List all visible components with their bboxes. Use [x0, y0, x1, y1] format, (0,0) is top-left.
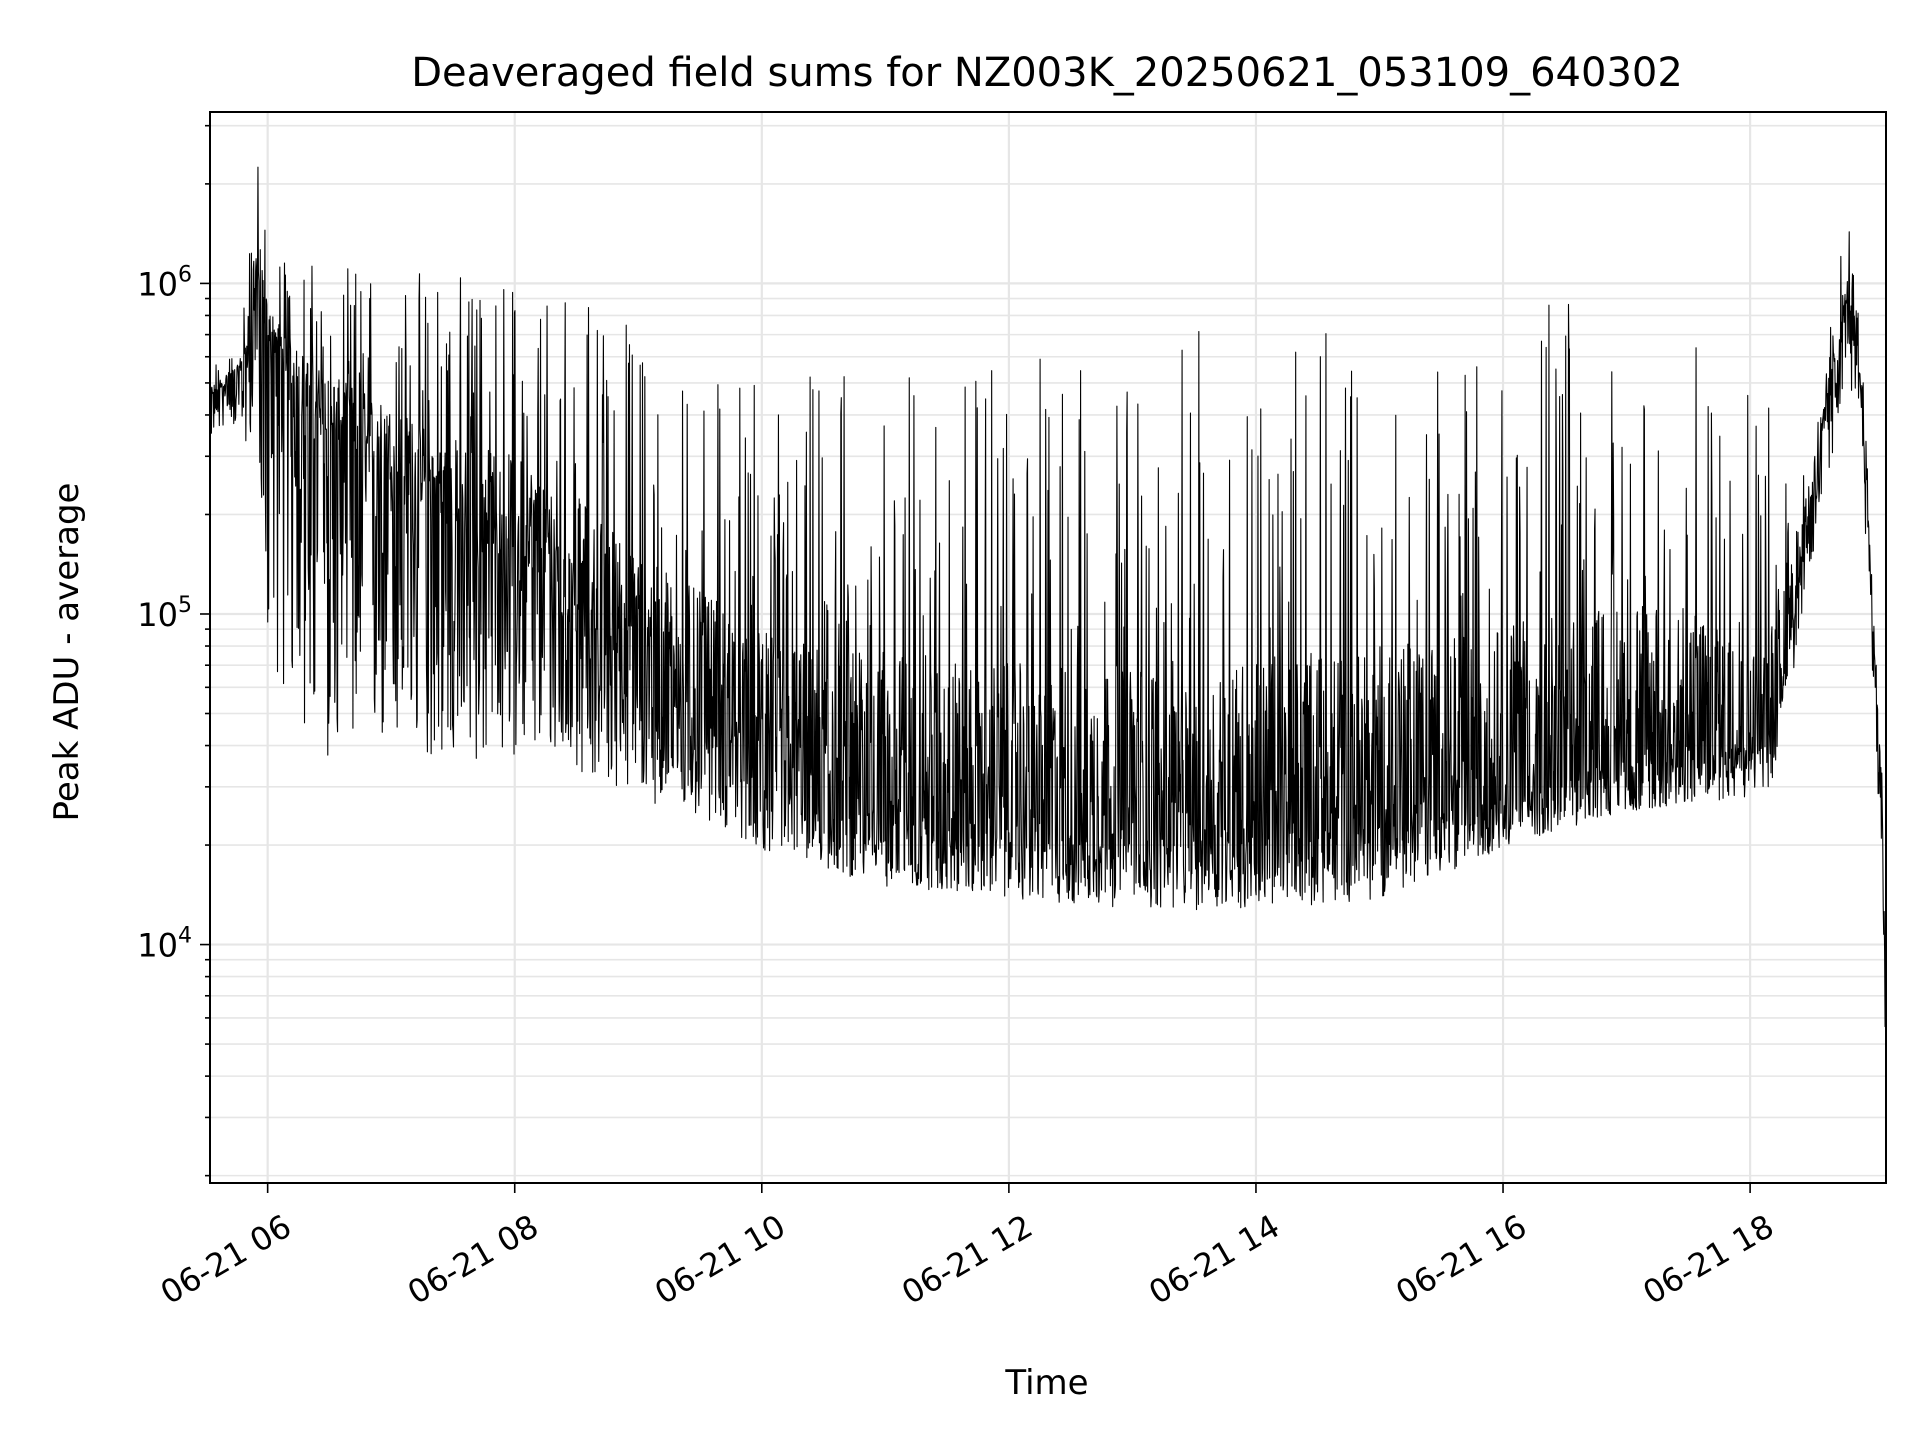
data-series — [209, 166, 1887, 1052]
y-tick-label: 104 — [137, 924, 192, 965]
y-axis-label: Peak ADU - average — [47, 483, 87, 822]
y-tick-label: 105 — [137, 593, 192, 634]
chart-title: Deaveraged field sums for NZ003K_2025062… — [411, 50, 1683, 96]
x-axis-label: Time — [1004, 1363, 1088, 1403]
y-tick-label: 106 — [137, 262, 192, 303]
plot-frame — [209, 111, 1887, 1184]
series-line — [209, 166, 1887, 1052]
